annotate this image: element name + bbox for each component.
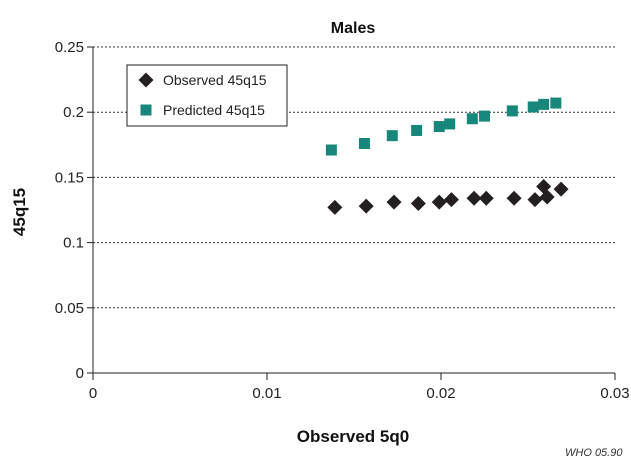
legend-label: Observed 45q15 — [163, 72, 267, 88]
predicted-point — [433, 121, 445, 133]
y-tick-label: 0.2 — [63, 104, 84, 121]
x-tick-label: 0.03 — [600, 385, 629, 402]
observed-point — [410, 195, 426, 211]
observed-point — [478, 190, 494, 206]
y-tick-label: 0.25 — [55, 39, 84, 56]
legend-box — [126, 64, 288, 127]
observed-point — [553, 181, 569, 197]
gridlines — [93, 46, 615, 309]
y-tick-label: 0.15 — [55, 169, 84, 186]
observed-point — [527, 192, 543, 208]
predicted-point — [479, 110, 490, 122]
x-tick-label: 0.02 — [426, 385, 455, 402]
x-tick-label: 0.01 — [252, 385, 281, 402]
y-axis-label: 45q15 — [10, 188, 29, 236]
observed-point — [358, 198, 374, 214]
observed-point — [443, 192, 459, 208]
observed-point — [506, 190, 522, 206]
y-tick-labels: 0 0.05 0.1 0.15 0.2 0.25 — [55, 39, 93, 382]
predicted-point — [325, 144, 337, 156]
y-tick-label: 0.1 — [63, 235, 84, 252]
predicted-point — [538, 98, 550, 110]
predicted-point — [444, 118, 456, 130]
x-axis-label: Observed 5q0 — [297, 427, 409, 446]
predicted-point — [550, 97, 562, 109]
observed-point — [466, 190, 482, 206]
observed-point — [539, 189, 555, 205]
predicted-point — [358, 137, 370, 149]
predicted-point — [411, 124, 423, 136]
chart-title: Males — [331, 20, 376, 37]
y-tick-label: 0 — [76, 365, 84, 382]
legend-square-icon — [140, 104, 152, 116]
observed-point — [386, 194, 402, 210]
observed-point — [431, 194, 447, 210]
data-points — [325, 97, 569, 215]
x-tick-labels: 0 0.01 0.02 0.03 — [89, 373, 630, 402]
legend-label: Predicted 45q15 — [163, 102, 265, 118]
legend: Observed 45q15 Predicted 45q15 — [126, 64, 288, 127]
observed-point — [327, 199, 343, 215]
y-tick-label: 0.05 — [55, 300, 84, 317]
legend-diamond-icon — [138, 72, 154, 88]
x-tick-label: 0 — [89, 385, 97, 402]
predicted-point — [527, 101, 539, 113]
predicted-point — [386, 130, 398, 142]
credit-label: WHO 05.90 — [565, 447, 623, 459]
predicted-point — [466, 113, 478, 125]
predicted-point — [506, 105, 518, 117]
axes — [92, 47, 615, 374]
